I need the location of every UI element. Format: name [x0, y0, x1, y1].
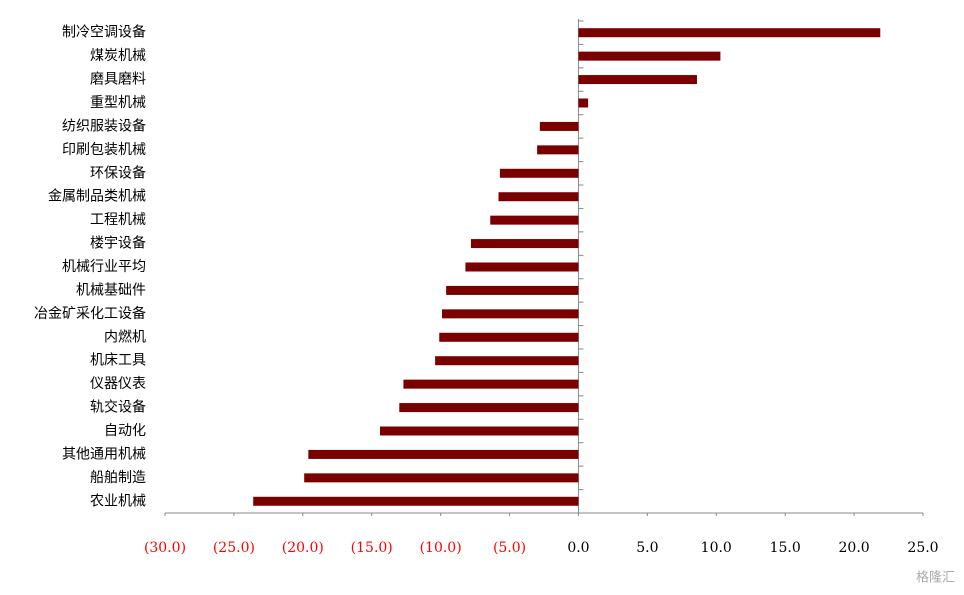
y-tick-label: 农业机械: [90, 493, 146, 509]
y-tick-label: 重型机械: [90, 95, 146, 111]
y-tick-label: 纺织服装设备: [62, 117, 146, 134]
x-tick-label: (5.0): [493, 540, 526, 556]
bar: [308, 449, 579, 459]
y-tick-label: 机械基础件: [76, 281, 146, 298]
y-tick-label: 制冷空调设备: [62, 24, 146, 41]
bar: [578, 51, 721, 61]
bar: [578, 98, 589, 108]
y-tick-label: 磨具磨料: [90, 72, 146, 88]
y-tick-label: 自动化: [104, 423, 146, 439]
bar: [537, 145, 579, 155]
bar: [465, 262, 579, 272]
x-tick-label: (10.0): [420, 540, 462, 556]
bar: [435, 356, 579, 366]
bar: [304, 473, 579, 483]
bar: [442, 309, 579, 319]
x-tick-label: (30.0): [144, 540, 186, 556]
y-tick-label: 楼宇设备: [90, 235, 146, 252]
x-tick-label: 20.0: [839, 540, 870, 556]
x-tick-label: 5.0: [636, 540, 658, 556]
x-tick-label: 0.0: [567, 540, 589, 556]
watermark: 格隆汇: [916, 570, 955, 586]
x-tick-label: 15.0: [770, 540, 801, 556]
bar: [490, 215, 579, 225]
x-tick-label: 25.0: [907, 540, 938, 556]
y-tick-label: 印刷包装机械: [62, 142, 146, 158]
bar: [578, 28, 881, 38]
y-tick-label: 机床工具: [90, 353, 146, 369]
bar: [470, 239, 579, 249]
bar: [499, 168, 579, 178]
bar: [403, 379, 579, 389]
y-tick-label: 轨交设备: [90, 399, 146, 416]
y-tick-label: 其他通用机械: [62, 446, 146, 462]
bar: [253, 496, 579, 506]
bar: [539, 121, 579, 131]
y-tick-label: 煤炭机械: [90, 48, 146, 64]
bar: [578, 75, 697, 85]
y-tick-label: 机械行业平均: [62, 259, 146, 275]
y-tick-label: 仪器仪表: [90, 376, 146, 392]
bar: [498, 192, 579, 202]
x-tick-label: 10.0: [701, 540, 732, 556]
x-tick-label: (15.0): [351, 540, 393, 556]
y-tick-label: 冶金矿采化工设备: [34, 305, 146, 322]
bar: [379, 426, 579, 436]
y-tick-label: 工程机械: [90, 212, 146, 228]
bar: [446, 285, 579, 295]
x-tick-label: (25.0): [213, 540, 255, 556]
x-tick-label: (20.0): [282, 540, 324, 556]
bar: [439, 332, 579, 342]
y-tick-label: 金属制品类机械: [48, 189, 146, 205]
y-tick-label: 船舶制造: [90, 470, 146, 486]
y-tick-label: 内燃机: [104, 328, 146, 345]
bar: [399, 403, 579, 413]
y-tick-label: 环保设备: [90, 164, 146, 181]
